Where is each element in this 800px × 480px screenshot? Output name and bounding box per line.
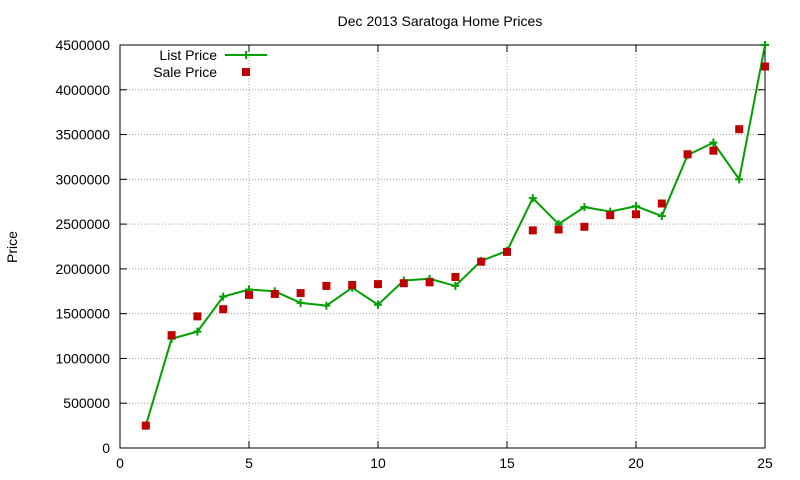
series-line bbox=[144, 44, 766, 426]
data-point bbox=[554, 225, 563, 234]
data-point bbox=[528, 226, 537, 235]
y-tick-label: 500000 bbox=[63, 395, 110, 411]
y-tick-label: 4500000 bbox=[55, 37, 110, 53]
plot-frame bbox=[119, 44, 766, 449]
y-tick-label: 2500000 bbox=[55, 216, 110, 232]
data-point bbox=[503, 247, 511, 256]
data-point bbox=[141, 421, 150, 430]
x-tick-label: 0 bbox=[116, 455, 124, 471]
data-point bbox=[580, 203, 589, 212]
data-point bbox=[735, 175, 744, 184]
data-point bbox=[399, 279, 408, 288]
legend-label: List Price bbox=[159, 47, 217, 63]
data-point bbox=[193, 327, 202, 336]
series-list-price bbox=[141, 41, 769, 430]
data-point bbox=[580, 222, 589, 231]
data-point bbox=[683, 150, 692, 159]
data-point bbox=[632, 210, 640, 219]
data-point bbox=[761, 62, 769, 71]
data-point bbox=[322, 281, 331, 290]
x-tick-label: 15 bbox=[499, 455, 515, 471]
data-point bbox=[296, 289, 305, 298]
data-point bbox=[761, 41, 769, 49]
data-point bbox=[374, 300, 382, 309]
data-point bbox=[348, 281, 357, 290]
data-point bbox=[451, 272, 460, 281]
axis-ticks: 0 5 10 15 20 25 0 500000 1000000 1500000 2000000 25… bbox=[55, 37, 773, 471]
x-tick-label: 10 bbox=[370, 455, 386, 471]
series-sale-price bbox=[141, 62, 769, 430]
data-point bbox=[528, 194, 537, 203]
y-tick-label: 1500000 bbox=[55, 306, 110, 322]
x-tick-label: 25 bbox=[757, 455, 773, 471]
data-point bbox=[657, 212, 666, 221]
y-tick-label: 0 bbox=[102, 440, 110, 456]
series bbox=[141, 41, 769, 430]
y-tick-label: 4000000 bbox=[55, 82, 110, 98]
data-point bbox=[735, 125, 744, 134]
chart-title: Dec 2013 Saratoga Home Prices bbox=[338, 13, 543, 29]
legend-swatch-marker bbox=[242, 51, 250, 59]
y-tick-label: 3500000 bbox=[55, 127, 110, 143]
data-point bbox=[709, 138, 718, 147]
data-point bbox=[657, 199, 666, 208]
data-point bbox=[219, 305, 228, 314]
y-tick-label: 3000000 bbox=[55, 171, 110, 187]
y-tick-label: 1000000 bbox=[55, 350, 110, 366]
data-point bbox=[167, 331, 176, 340]
x-tick-label: 20 bbox=[628, 455, 644, 471]
data-point bbox=[709, 146, 718, 155]
y-axis-label: Price bbox=[4, 231, 20, 263]
grid bbox=[120, 45, 765, 448]
data-point bbox=[296, 298, 305, 307]
data-point bbox=[193, 312, 202, 321]
data-point bbox=[425, 278, 434, 287]
data-point bbox=[245, 290, 253, 299]
legend-swatch-marker bbox=[242, 68, 250, 76]
data-point bbox=[632, 202, 640, 211]
data-point bbox=[477, 257, 486, 266]
x-tick-label: 5 bbox=[245, 455, 253, 471]
data-point bbox=[270, 289, 279, 298]
data-point bbox=[451, 281, 460, 290]
data-point bbox=[374, 280, 382, 289]
legend-label: Sale Price bbox=[153, 64, 217, 80]
y-tick-label: 2000000 bbox=[55, 261, 110, 277]
data-point bbox=[322, 301, 331, 310]
data-point bbox=[219, 292, 228, 301]
data-point bbox=[606, 211, 615, 220]
